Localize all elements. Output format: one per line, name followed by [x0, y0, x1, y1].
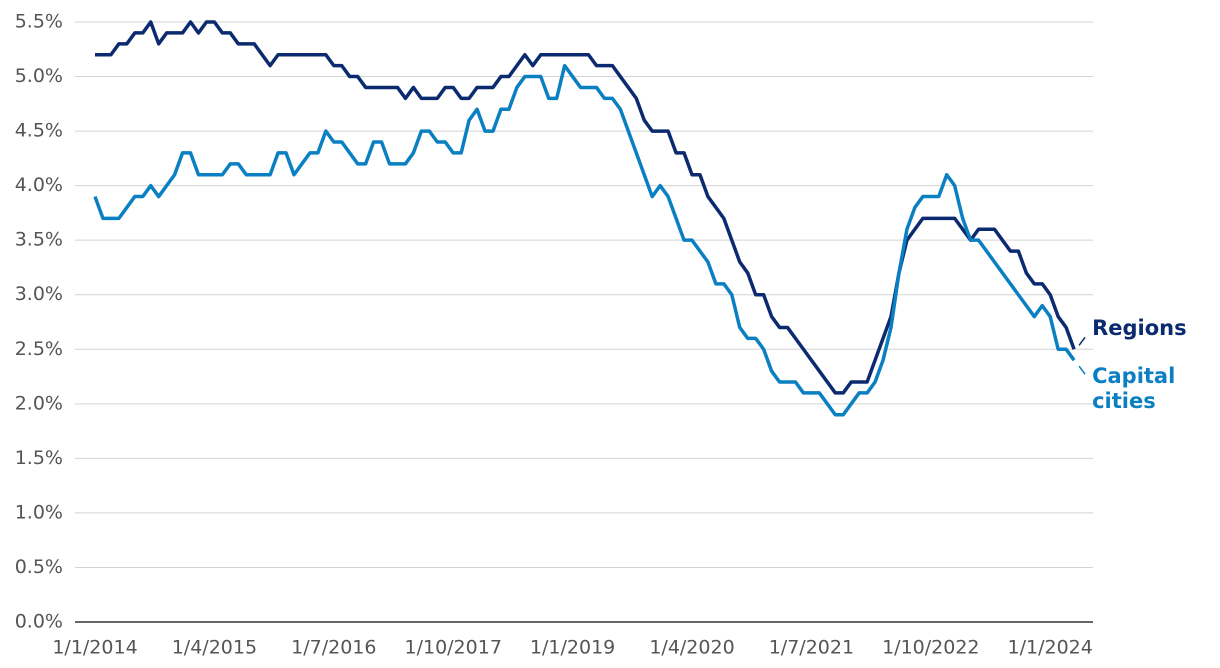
x-tick-label: 1/1/2014 — [52, 637, 137, 659]
y-tick-label: 0.5% — [15, 556, 63, 578]
y-tick-label: 4.0% — [15, 174, 63, 196]
x-tick-label: 1/4/2020 — [649, 637, 734, 659]
y-tick-label: 2.5% — [15, 338, 63, 360]
y-tick-label: 5.0% — [15, 65, 63, 87]
x-tick-label: 1/7/2021 — [769, 637, 854, 659]
series-label: Capital cities — [1092, 364, 1176, 414]
x-tick-label: 1/1/2019 — [530, 637, 615, 659]
y-tick-label: 4.5% — [15, 120, 63, 142]
series-line — [93, 63, 1076, 417]
series-label: Regions — [1092, 316, 1187, 341]
y-tick-label: 0.0% — [15, 611, 63, 633]
y-tick-label: 2.0% — [15, 392, 63, 414]
y-tick-label: 1.5% — [15, 447, 63, 469]
leader-line — [1078, 336, 1086, 346]
x-tick-label: 1/10/2017 — [404, 637, 501, 659]
y-tick-label: 1.0% — [15, 501, 63, 523]
series-line — [95, 20, 1076, 395]
x-tick-label: 1/4/2015 — [172, 637, 257, 659]
x-tick-label: 1/10/2022 — [882, 637, 979, 659]
leader-line — [1078, 365, 1086, 375]
x-tick-label: 1/1/2024 — [1008, 637, 1093, 659]
y-tick-label: 5.5% — [15, 11, 63, 33]
x-tick-label: 1/7/2016 — [291, 637, 376, 659]
y-tick-label: 3.5% — [15, 229, 63, 251]
y-tick-label: 3.0% — [15, 283, 63, 305]
